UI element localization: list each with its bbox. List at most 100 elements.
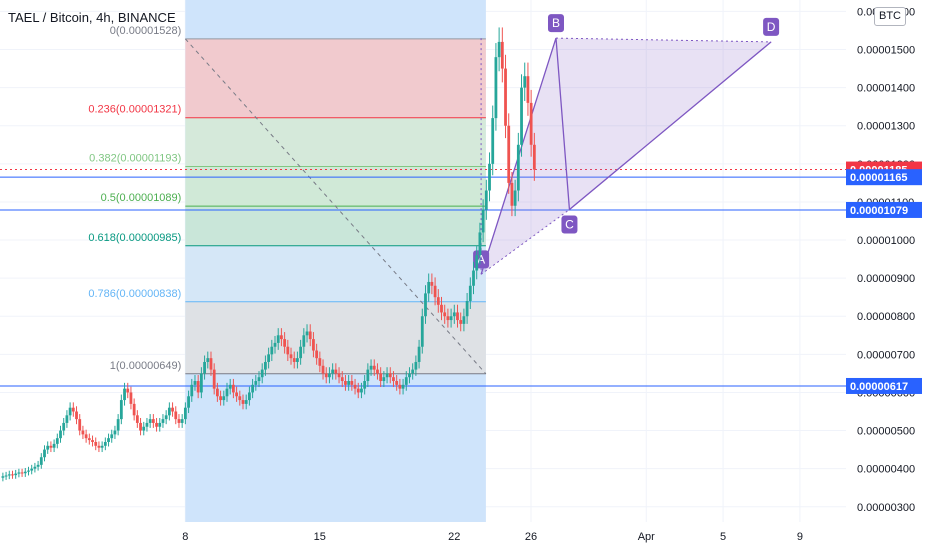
candle — [110, 429, 114, 443]
candle-body — [363, 381, 367, 389]
candle-body — [296, 358, 299, 362]
candle — [472, 261, 475, 295]
candle — [219, 390, 222, 406]
candle — [49, 441, 53, 453]
candle — [75, 406, 78, 425]
pattern-point-badge-d[interactable] — [763, 17, 780, 36]
candle — [126, 382, 130, 399]
candle — [292, 351, 296, 369]
pattern-point-badge-b[interactable] — [547, 14, 564, 33]
candle-body — [206, 358, 210, 362]
candle-body — [337, 373, 341, 378]
candle-body — [97, 445, 101, 448]
candle-body — [116, 419, 120, 431]
fibonacci-retracement[interactable]: 0(0.00001528) 0.236(0.00001321) 0.382(0.00… — [88, 0, 487, 522]
candle — [337, 367, 341, 384]
fib-zone-0.382 — [185, 166, 486, 207]
candle-body — [257, 377, 261, 382]
candle — [497, 27, 501, 72]
horizontal-lines[interactable] — [0, 169, 846, 387]
candle-body — [62, 422, 66, 431]
candle-body — [139, 422, 142, 431]
candle-body — [280, 335, 283, 340]
candle — [344, 375, 347, 391]
candle — [408, 367, 411, 384]
candle — [532, 132, 536, 181]
candle-body — [366, 369, 370, 382]
candle-body — [484, 190, 488, 210]
candle-body — [171, 407, 174, 412]
candle — [427, 273, 431, 302]
candle-body — [276, 335, 280, 343]
candle-body — [433, 285, 437, 298]
currency-badge[interactable]: BTC — [874, 7, 906, 26]
candle-body — [328, 373, 331, 378]
candle-body — [404, 377, 408, 385]
candle-body — [155, 422, 158, 427]
pattern-point-badge-c[interactable] — [561, 215, 578, 234]
candle — [324, 367, 328, 384]
candle — [267, 347, 271, 369]
x-tick-label: 5 — [720, 531, 726, 543]
candle — [1, 472, 5, 482]
candle — [302, 328, 306, 354]
candle-body — [39, 457, 43, 465]
fib-trend-line[interactable] — [184, 38, 487, 375]
candle — [183, 402, 187, 425]
candle — [68, 402, 72, 421]
candle-body — [212, 369, 216, 389]
candle-body — [238, 396, 242, 401]
candle-body — [510, 182, 514, 206]
candle-body — [372, 365, 376, 370]
candle — [321, 359, 325, 380]
fib-level-label-0: 0(0.00001528) — [110, 25, 182, 37]
candle — [164, 410, 168, 425]
candle-body — [424, 293, 427, 317]
candle-body — [167, 407, 171, 416]
candle — [123, 382, 126, 406]
candle-body — [260, 369, 264, 378]
candle-body — [398, 384, 402, 389]
candle — [449, 308, 453, 328]
candle — [347, 375, 351, 391]
candle — [385, 367, 389, 384]
candle-body — [270, 346, 274, 355]
candle — [299, 339, 303, 365]
candle-body — [491, 118, 495, 164]
candle — [87, 433, 91, 445]
candle-body — [91, 440, 94, 442]
candle — [395, 375, 399, 391]
price-tag-label: 0.00001079 — [850, 205, 908, 217]
candle-body — [135, 415, 139, 423]
candle — [500, 27, 504, 83]
candle-body — [324, 373, 328, 378]
candle — [401, 378, 405, 395]
candle-body — [59, 430, 62, 439]
candle-body — [244, 400, 248, 404]
candle — [71, 402, 75, 417]
candle — [4, 471, 8, 480]
candle-body — [299, 346, 303, 359]
pattern-point-label-b: B — [552, 16, 560, 30]
candle-body — [100, 445, 104, 448]
candle — [260, 363, 264, 384]
candle — [411, 363, 415, 380]
candle — [376, 363, 379, 380]
candle — [360, 382, 363, 399]
candle-body — [440, 304, 443, 313]
candle-body — [27, 470, 30, 472]
candle — [174, 406, 178, 425]
candle-body — [71, 407, 75, 412]
candle — [27, 466, 30, 476]
candle — [286, 339, 290, 362]
fib-zone-0.5 — [185, 206, 486, 246]
abcd-pattern[interactable]: A B C D — [473, 14, 780, 275]
candle-body — [36, 464, 40, 467]
candle-body — [452, 312, 456, 317]
candle-body — [225, 388, 229, 397]
candle-body — [321, 365, 325, 374]
fib-level-label-0.236: 0.236(0.00001321) — [88, 104, 181, 116]
candle-body — [494, 57, 498, 119]
candle — [84, 429, 88, 443]
candle-body — [4, 475, 8, 477]
